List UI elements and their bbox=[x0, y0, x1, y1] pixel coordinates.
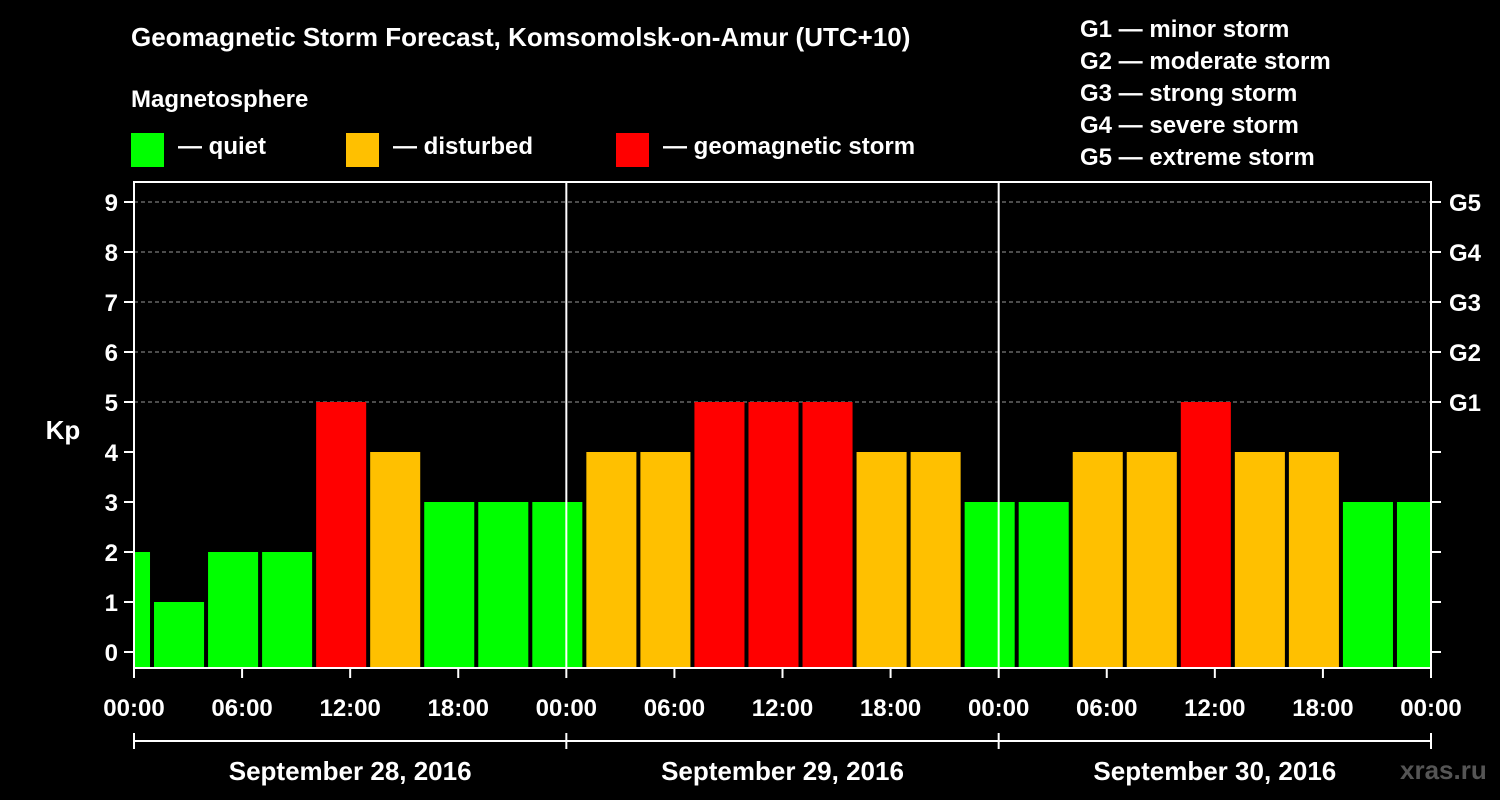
kp-bar bbox=[694, 402, 745, 668]
y-axis-title: Kp bbox=[46, 415, 81, 445]
kp-bar bbox=[424, 502, 475, 668]
x-tick-label: 18:00 bbox=[860, 695, 921, 722]
storm-scale-g4: G4 — severe storm bbox=[1080, 112, 1299, 139]
kp-bar bbox=[1396, 502, 1430, 668]
y-tick-label: 7 bbox=[105, 290, 118, 317]
kp-bar bbox=[1018, 502, 1069, 668]
y-tick-label: 2 bbox=[105, 540, 118, 567]
y-tick-label: 1 bbox=[105, 590, 118, 617]
x-tick-label: 00:00 bbox=[968, 695, 1029, 722]
y-tick-label: 3 bbox=[105, 490, 118, 517]
kp-bar bbox=[370, 452, 421, 668]
kp-bar bbox=[154, 602, 205, 668]
storm-scale-g5: G5 — extreme storm bbox=[1080, 144, 1315, 171]
storm-scale-g2: G2 — moderate storm bbox=[1080, 48, 1331, 75]
kp-bar bbox=[1180, 402, 1231, 668]
kp-bar bbox=[910, 452, 961, 668]
page-title: Geomagnetic Storm Forecast, Komsomolsk-o… bbox=[131, 22, 911, 52]
legend-disturbed-swatch bbox=[346, 133, 379, 167]
kp-bar bbox=[1342, 502, 1393, 668]
date-label: September 29, 2016 bbox=[661, 756, 904, 786]
x-tick-label: 06:00 bbox=[211, 695, 272, 722]
right-axis-label: G5 bbox=[1449, 190, 1481, 217]
kp-bar bbox=[586, 452, 637, 668]
y-tick-label: 8 bbox=[105, 240, 118, 267]
kp-bar bbox=[856, 452, 907, 668]
kp-bar bbox=[532, 502, 583, 668]
y-tick-label: 5 bbox=[105, 390, 118, 417]
date-label: September 30, 2016 bbox=[1093, 756, 1336, 786]
kp-bar bbox=[964, 502, 1015, 668]
legend-storm-label: — geomagnetic storm bbox=[663, 133, 916, 160]
x-tick-label: 12:00 bbox=[752, 695, 813, 722]
kp-bar bbox=[262, 552, 313, 668]
legend-quiet-label: — quiet bbox=[178, 133, 266, 160]
kp-bar bbox=[1288, 452, 1339, 668]
storm-scale-g3: G3 — strong storm bbox=[1080, 80, 1298, 107]
right-axis-label: G2 bbox=[1449, 340, 1481, 367]
x-tick-label: 06:00 bbox=[644, 695, 705, 722]
kp-bar bbox=[1234, 452, 1285, 668]
x-tick-label: 18:00 bbox=[1292, 695, 1353, 722]
x-tick-label: 18:00 bbox=[428, 695, 489, 722]
magnetosphere-heading: Magnetosphere bbox=[131, 86, 309, 113]
kp-bar bbox=[316, 402, 367, 668]
kp-bar bbox=[478, 502, 529, 668]
kp-bar bbox=[135, 552, 151, 668]
y-tick-label: 6 bbox=[105, 340, 118, 367]
legend-disturbed-label: — disturbed bbox=[393, 133, 534, 160]
x-tick-label: 00:00 bbox=[1400, 695, 1461, 722]
storm-scale-g1: G1 — minor storm bbox=[1080, 16, 1290, 43]
kp-bar bbox=[640, 452, 691, 668]
y-tick-label: 9 bbox=[105, 190, 118, 217]
kp-bar bbox=[208, 552, 259, 668]
kp-bar bbox=[1072, 452, 1123, 668]
x-tick-label: 00:00 bbox=[536, 695, 597, 722]
watermark: xras.ru bbox=[1400, 755, 1487, 785]
y-tick-label: 0 bbox=[105, 640, 118, 667]
legend-quiet-swatch bbox=[131, 133, 164, 167]
kp-bar bbox=[802, 402, 853, 668]
x-tick-label: 12:00 bbox=[1184, 695, 1245, 722]
storm-scale-legend: G1 — minor storm G2 — moderate storm G3 … bbox=[1080, 14, 1331, 174]
date-label: September 28, 2016 bbox=[229, 756, 472, 786]
x-tick-label: 00:00 bbox=[103, 695, 164, 722]
right-axis-label: G1 bbox=[1449, 390, 1481, 417]
right-axis-label: G4 bbox=[1449, 240, 1482, 267]
right-axis-label: G3 bbox=[1449, 290, 1481, 317]
y-tick-label: 4 bbox=[105, 440, 119, 467]
x-tick-label: 06:00 bbox=[1076, 695, 1137, 722]
legend-storm-swatch bbox=[616, 133, 649, 167]
x-tick-label: 12:00 bbox=[319, 695, 380, 722]
kp-bar bbox=[1126, 452, 1177, 668]
kp-bar bbox=[748, 402, 799, 668]
